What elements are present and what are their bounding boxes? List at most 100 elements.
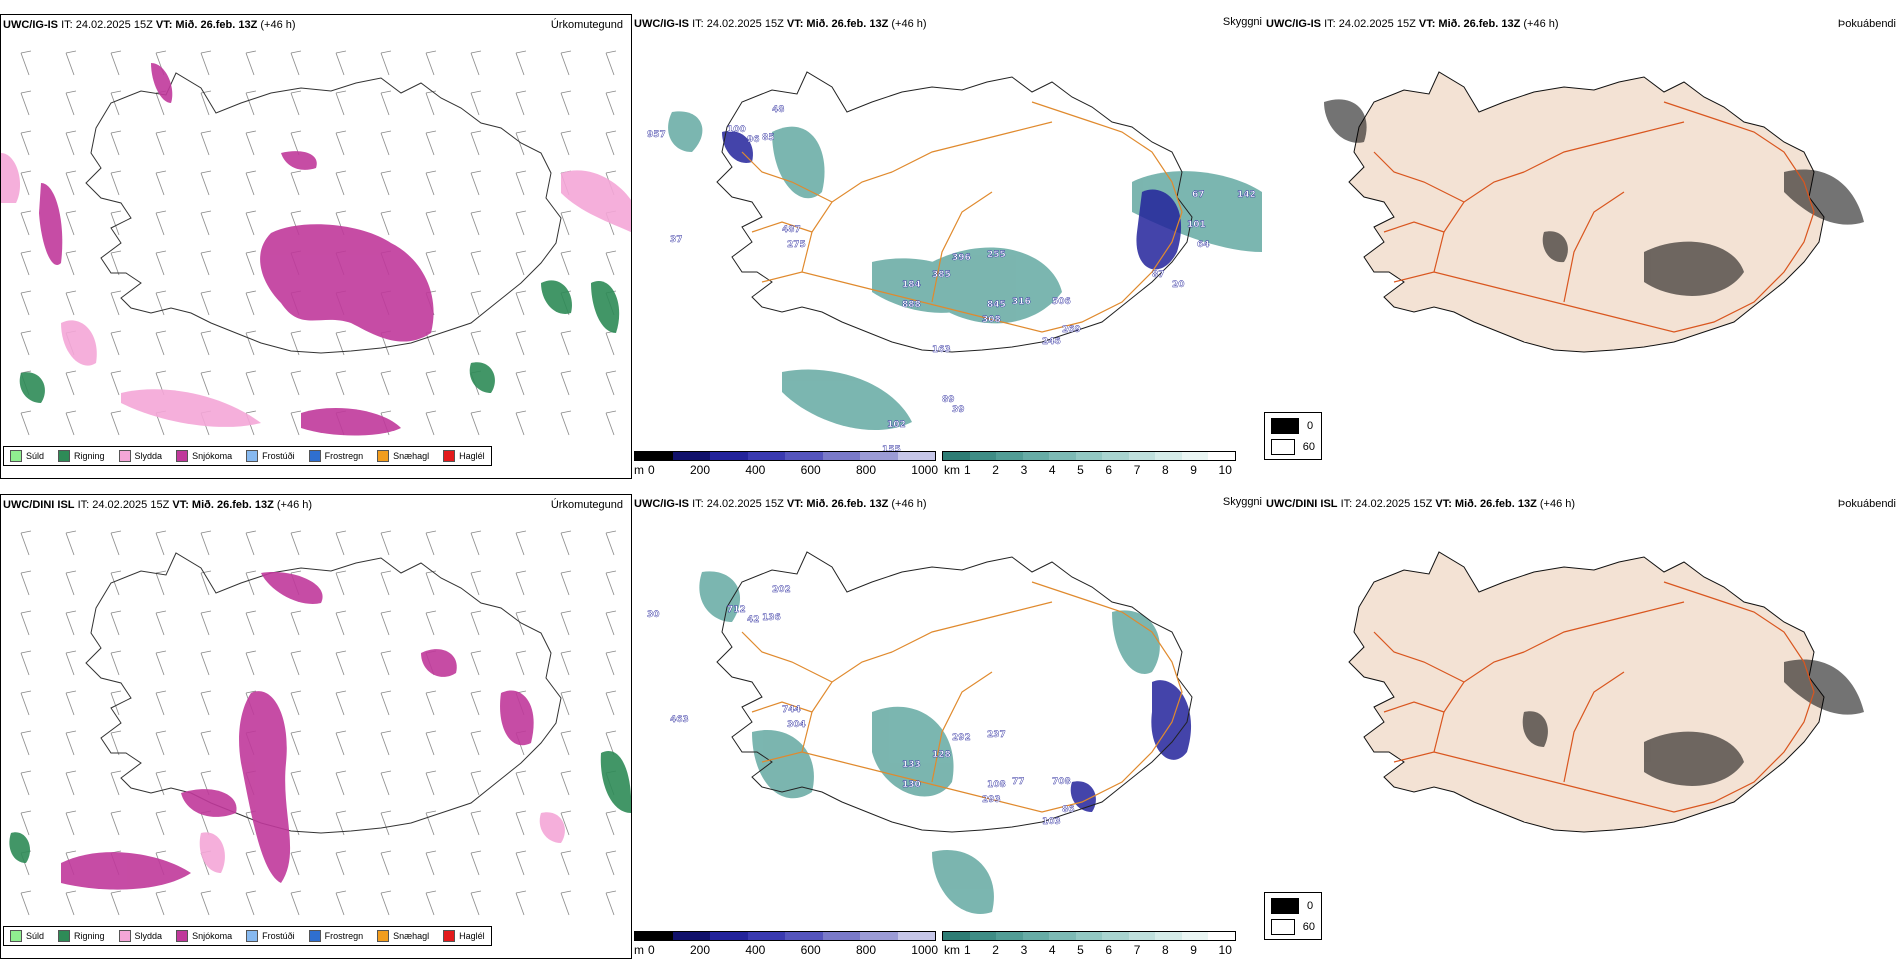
wind-barb [65,572,75,596]
wind-barb-tick [65,770,77,774]
colorbar-tick-label: 400 [745,463,766,477]
wind-barb [425,412,435,436]
wind-barb [290,412,300,436]
colorbar-tick-label: 9 [1190,463,1197,477]
legend-label: Snæhagl [393,931,430,941]
colorbar-segment [969,932,997,940]
legend-swatch [176,450,189,462]
wind-barb-tick [155,530,167,534]
legend-label: Snæhagl [393,451,430,461]
fog-legend-0: 0 [1307,900,1314,912]
wind-barb [380,732,390,756]
cloudbase-ticks: 0 200 400 600 800 1000 [648,463,938,477]
wind-barb [380,212,390,236]
wind-barb-tick [425,850,437,854]
colorbar-tick-label: 3 [1020,463,1028,477]
colorbar-segment [1049,452,1076,460]
fog-legend-60: 60 [1302,921,1315,933]
wind-barb [20,612,30,636]
wind-barb-tick [245,370,257,374]
wind-barb [200,92,210,116]
wind-barb [155,572,165,596]
wind-barb-tick [380,850,392,854]
wind-barb [20,572,30,596]
legend-swatch [176,930,189,942]
wind-barb [290,92,300,116]
wind-barb [20,292,30,316]
colorbar-segment [785,452,823,460]
wind-barb-tick [470,210,482,214]
wind-barb [425,132,435,156]
wind-barb-tick [560,130,572,134]
wind-barb-tick [515,610,527,614]
wind-barb [65,372,75,396]
wind-barb [605,612,615,636]
colorbar-tick-label: 2 [992,463,999,477]
colorbar-segment [1128,932,1156,940]
wind-barb [425,212,435,236]
wind-barb [290,372,300,396]
wind-barb [155,252,165,276]
wind-barb-tick [470,770,482,774]
legend-item: Rigning [58,930,105,942]
wind-barb [200,692,210,716]
wind-barb [110,292,120,316]
legend-label: Slydda [134,451,163,461]
cloudbase-value-label: 744 [782,705,801,715]
cloudbase-value-label: 37 [670,235,683,245]
colorbar-segment [747,932,785,940]
wind-barb-tick [245,650,257,654]
wind-barb [110,212,120,236]
wind-barb-tick [20,90,32,94]
wind-barb [65,732,75,756]
wind-barb-tick [155,570,167,574]
wind-barb-tick [380,810,392,814]
legend-swatch [246,930,259,942]
wind-barb [515,612,525,636]
cloudbase-value-label: 42 [747,615,760,625]
wind-barb [515,292,525,316]
legend-item: Súld [10,450,44,462]
wind-barb [560,572,570,596]
wind-barb [200,732,210,756]
wind-barb-tick [335,730,347,734]
wind-barb [605,412,615,436]
wind-barb-tick [110,410,122,414]
wind-barb-tick [245,610,257,614]
fog-legend-60: 60 [1302,441,1315,453]
wind-barb-tick [560,90,572,94]
precip-map [1,50,631,436]
cloudbase-value-label: 293 [982,795,1001,805]
colorbar-tick-label: 8 [1161,943,1169,957]
wind-barb [65,212,75,236]
wind-barb [65,52,75,76]
wind-barb [20,132,30,156]
low-cloudbase-areas [1070,680,1192,812]
wind-barb-tick [155,290,167,294]
wind-barb-tick [155,610,167,614]
wind-barb-tick [200,130,212,134]
wind-barb [605,852,615,876]
legend-swatch [58,450,71,462]
wind-barb [65,172,75,196]
wind-barb-tick [515,530,527,534]
wind-barb-tick [560,810,572,814]
wind-barb-tick [470,250,482,254]
wind-barb [425,372,435,396]
fog-shading [1324,99,1864,296]
wind-barb [200,612,210,636]
wind-barb [470,252,480,276]
wind-barb [110,892,120,916]
wind-barb-tick [380,890,392,894]
panel-type-label: Úrkomutegund [550,499,623,511]
colorbar-segment [897,932,935,940]
colorbar-tick-label: 4 [1048,463,1056,477]
cloudbase-value-label: 269 [1062,325,1081,335]
road-network [1373,581,1815,813]
wind-barb-tick [560,890,572,894]
cloudbase-value-label: 487 [782,225,801,235]
cloudbase-value-label: 184 [902,280,921,290]
wind-barb-tick [605,130,617,134]
wind-barb [470,292,480,316]
colorbar-tick-label: 9 [1190,943,1197,957]
